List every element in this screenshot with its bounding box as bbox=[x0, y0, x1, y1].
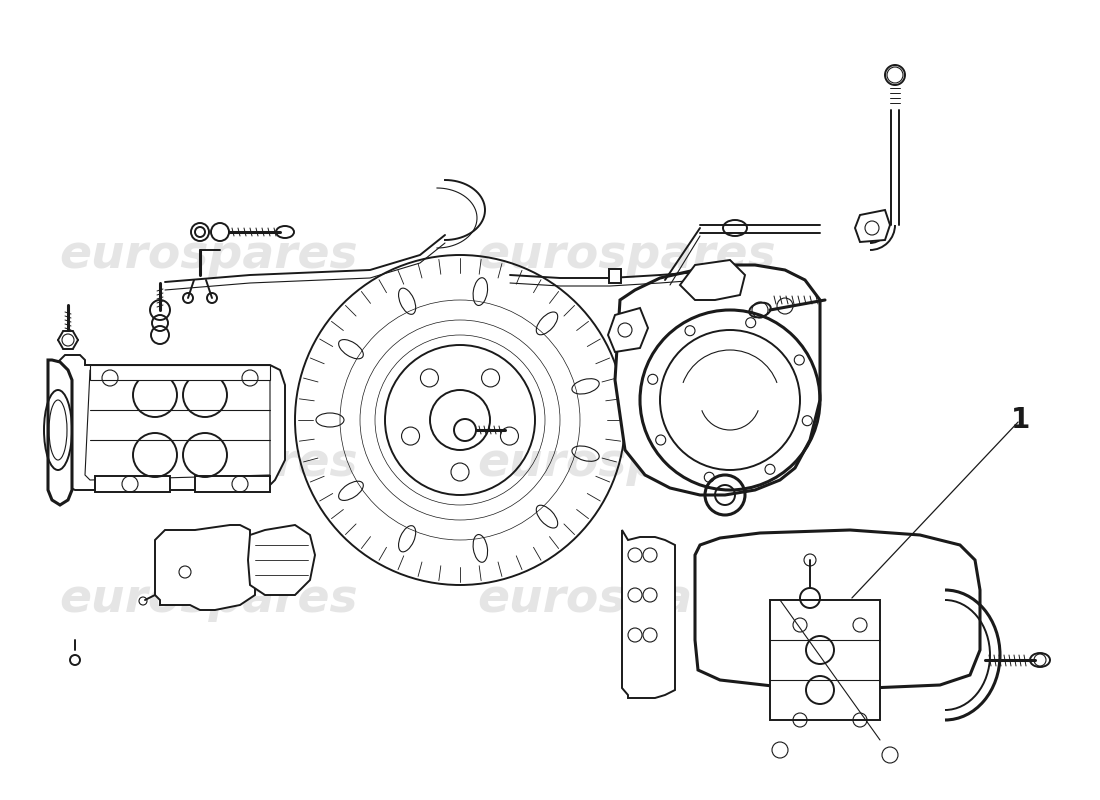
Text: eurospares: eurospares bbox=[59, 234, 359, 278]
Polygon shape bbox=[85, 370, 270, 480]
Polygon shape bbox=[695, 530, 980, 688]
Text: eurospares: eurospares bbox=[59, 578, 359, 622]
Polygon shape bbox=[248, 525, 315, 595]
Polygon shape bbox=[680, 260, 745, 300]
Polygon shape bbox=[855, 210, 890, 242]
Bar bbox=[770, 600, 880, 720]
Text: eurospares: eurospares bbox=[477, 578, 777, 622]
Bar bbox=[609, 269, 622, 283]
Polygon shape bbox=[90, 365, 270, 380]
Polygon shape bbox=[48, 355, 285, 490]
Polygon shape bbox=[621, 530, 675, 698]
Polygon shape bbox=[195, 476, 270, 492]
Polygon shape bbox=[615, 265, 820, 495]
Text: eurospares: eurospares bbox=[59, 442, 359, 486]
Polygon shape bbox=[608, 308, 648, 352]
Polygon shape bbox=[155, 525, 255, 610]
Text: eurospares: eurospares bbox=[477, 234, 777, 278]
Text: 1: 1 bbox=[1011, 406, 1030, 434]
Text: eurospares: eurospares bbox=[477, 442, 777, 486]
Polygon shape bbox=[95, 476, 170, 492]
Polygon shape bbox=[48, 360, 72, 505]
